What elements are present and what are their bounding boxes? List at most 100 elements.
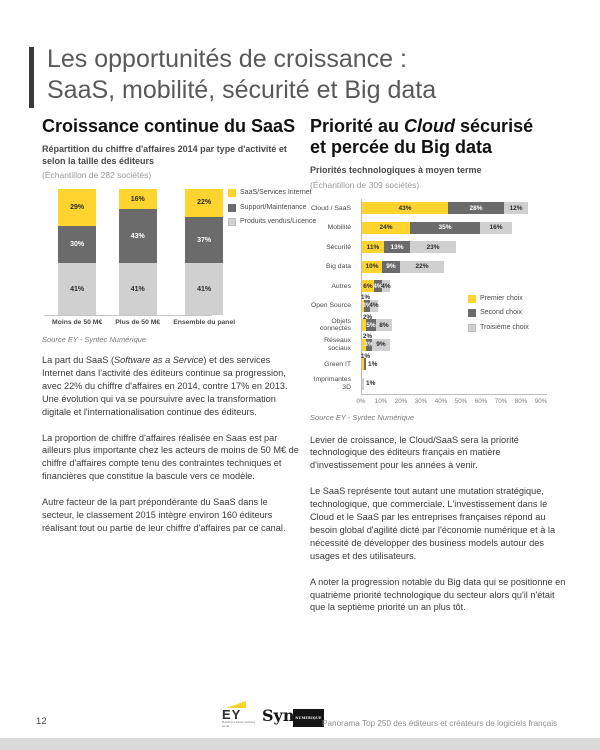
heading-italic-text: Cloud [404,116,456,136]
bar-segment: 13% [384,241,410,254]
chart-row: Green IT 1% 1% [310,353,570,375]
bar-segment: 23% [410,241,456,254]
bar-segment: 16% [118,189,157,210]
bar-segment [362,358,364,371]
syntec-logo: Syntec NUMERIQUE [262,708,324,727]
category-label: Mobilité [327,224,351,231]
right-paragraph-1: Levier de croissance, le Cloud/SaaS sera… [310,434,519,471]
chart-row: Réseaux sociaux 2% 3% 9% [310,333,570,355]
stacked-bars: 29% 30% 41% Moins de 50 M€ 16% 43% 41% Plus de … [52,189,235,326]
small-value-callout: 2% [363,333,372,340]
legend-item: Premier choix [468,294,529,304]
bar-segment: 12% [504,202,528,215]
small-value-callout: 2% [363,313,372,321]
stacked-bar: 16% 43% 41% [118,189,157,315]
x-axis-line [361,393,547,395]
bar-segment: 6% [362,280,374,293]
left-paragraph-1: La part du SaaS (Software as a Service) … [42,354,302,419]
stacked-bar: 3% 4% [362,299,379,312]
x-axis-tick: 70% [494,397,508,405]
category-label: Green IT [324,360,351,368]
left-chart-subtitle: Répartition du chiffre d'affaires 2014 p… [42,144,287,166]
bar-segment: 41% [118,263,157,315]
page-title-line2: SaaS, mobilité, sécurité et Big data [47,76,437,104]
legend-item: Produits vendus/Licence [228,218,316,227]
ey-beam-icon [226,701,246,708]
bar-segment [362,319,366,332]
bar-segment [362,338,366,351]
bar-segment: 24% [362,221,410,234]
legend-label: Support/Maintenance [240,203,307,211]
bar-segment: 4% [369,299,379,312]
legend-label: Premier choix [480,294,523,302]
legend-label: Produits vendus/Licence [240,218,317,225]
legend-swatch [228,218,236,226]
category-label: Cloud / SaaS [310,204,351,212]
right-sample-note: (Échantillon de 309 sociétés) [310,179,420,190]
chart-row: Cloud / SaaS 43% 28% 12% [310,199,570,219]
stacked-bar: 43% 28% 12% [362,202,528,215]
bar-segment: 3% [364,338,374,351]
bar-segment: 43% [362,202,448,215]
x-axis-tick: 0% [356,397,366,405]
stacked-bar: 5% 8% [362,319,392,332]
bottom-strip [0,738,600,750]
left-paragraph-2: La proportion de chiffre d'affaires réal… [42,432,299,482]
chart-row: Mobilité 24% 35% 16% [310,218,570,238]
category-label: Open Source [310,302,351,309]
horizontal-bars: Cloud / SaaS 43% 28% 12% Mobilité 24% 35% 16% Sé… [310,199,570,394]
legend-item: Support/Maintenance [228,203,316,213]
bar-segment: 9% [372,338,390,351]
tech-priorities-horizontal-bar-chart: Cloud / SaaS 43% 28% 12% Mobilité 24% 35% 16% Sé… [310,198,570,411]
bar-segment: 11% [362,241,384,254]
legend-swatch [228,203,236,212]
paragraph-text: ) et des services Internet dans l'activi… [42,355,288,417]
y-axis-line [361,198,362,394]
outside-value-label: 1% [366,380,376,388]
bar-segment: 8% [376,319,392,332]
x-axis-line [44,315,212,316]
bar-segment: 22% [185,189,224,217]
bar-segment: 5% [366,319,376,332]
right-chart-legend: Premier choix Second choix Troisième choix [466,292,529,338]
legend-item: Second choix [468,309,529,318]
bar-segment: 4% [373,280,383,293]
bar-segment: 35% [410,221,480,234]
x-axis-ticks: 0% 10% 20% 30% 40% 50% 60% 70% 80% 90% [357,397,548,406]
left-source-note: Source EY - Syntec Numérique [42,335,147,344]
heading-text: Priorité au [310,116,405,136]
left-section-heading: Croissance continue du SaaS [42,116,296,136]
category-label: Objets connectés [320,317,351,333]
right-section-heading: Priorité au Cloud sécurisé et percée du … [310,116,570,158]
right-paragraph-2: Le SaaS représente tout autant une mutat… [310,486,556,561]
x-axis-tick: 40% [434,397,448,405]
bar-segment: 30% [58,225,97,264]
ey-logo-text: EY [222,707,242,722]
bar-segment: 9% [382,260,400,273]
stacked-bar: 24% 35% 16% [362,221,512,234]
chart-row: Big data 10% 9% 22% [310,257,570,277]
bar-segment: 43% [118,209,157,264]
bar-segment: 16% [480,221,512,234]
legend-swatch [468,323,476,332]
legend-item: Troisième choix [468,323,529,333]
x-axis-tick: 60% [474,397,488,405]
legend-label: Troisième choix [480,323,529,331]
bar-segment [364,358,366,371]
legend-label: Second choix [480,309,523,316]
stacked-bar: 22% 37% 41% [185,189,224,315]
page-title: Les opportunités de croissance : SaaS, m… [47,44,436,106]
x-axis-tick: 90% [534,397,548,405]
category-label: Big data [326,263,351,270]
stacked-bar: 10% 9% 22% [362,260,444,273]
bar-group: 29% 30% 41% Moins de 50 M€ [52,189,102,326]
bar-segment: 41% [185,263,224,315]
stacked-bar: 1% [362,377,376,390]
page-number: 12 [36,716,47,727]
x-axis-tick: 30% [414,397,428,405]
legend-item: SaaS/Services Internet [228,189,316,198]
x-axis-tick: 10% [374,397,388,405]
right-paragraph-3: A noter la progression notable du Big da… [310,576,566,613]
paragraph-text: La part du SaaS ( [42,355,115,365]
bar-segment: 37% [185,216,224,264]
